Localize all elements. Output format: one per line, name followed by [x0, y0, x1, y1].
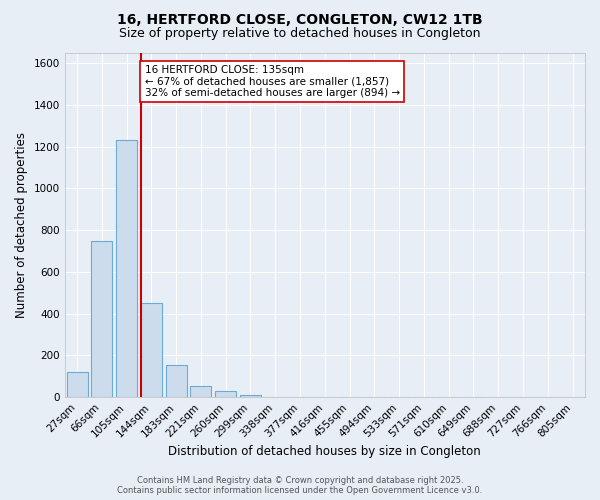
Text: Contains HM Land Registry data © Crown copyright and database right 2025.
Contai: Contains HM Land Registry data © Crown c… — [118, 476, 482, 495]
Text: 16 HERTFORD CLOSE: 135sqm
← 67% of detached houses are smaller (1,857)
32% of se: 16 HERTFORD CLOSE: 135sqm ← 67% of detac… — [145, 65, 400, 98]
Bar — [67, 372, 88, 397]
Bar — [190, 386, 211, 397]
Bar — [91, 240, 112, 397]
Bar — [215, 390, 236, 397]
Bar — [141, 303, 162, 397]
Bar — [240, 394, 261, 397]
Text: 16, HERTFORD CLOSE, CONGLETON, CW12 1TB: 16, HERTFORD CLOSE, CONGLETON, CW12 1TB — [117, 12, 483, 26]
Bar — [166, 365, 187, 397]
Y-axis label: Number of detached properties: Number of detached properties — [15, 132, 28, 318]
X-axis label: Distribution of detached houses by size in Congleton: Distribution of detached houses by size … — [169, 444, 481, 458]
Bar — [116, 140, 137, 397]
Text: Size of property relative to detached houses in Congleton: Size of property relative to detached ho… — [119, 28, 481, 40]
